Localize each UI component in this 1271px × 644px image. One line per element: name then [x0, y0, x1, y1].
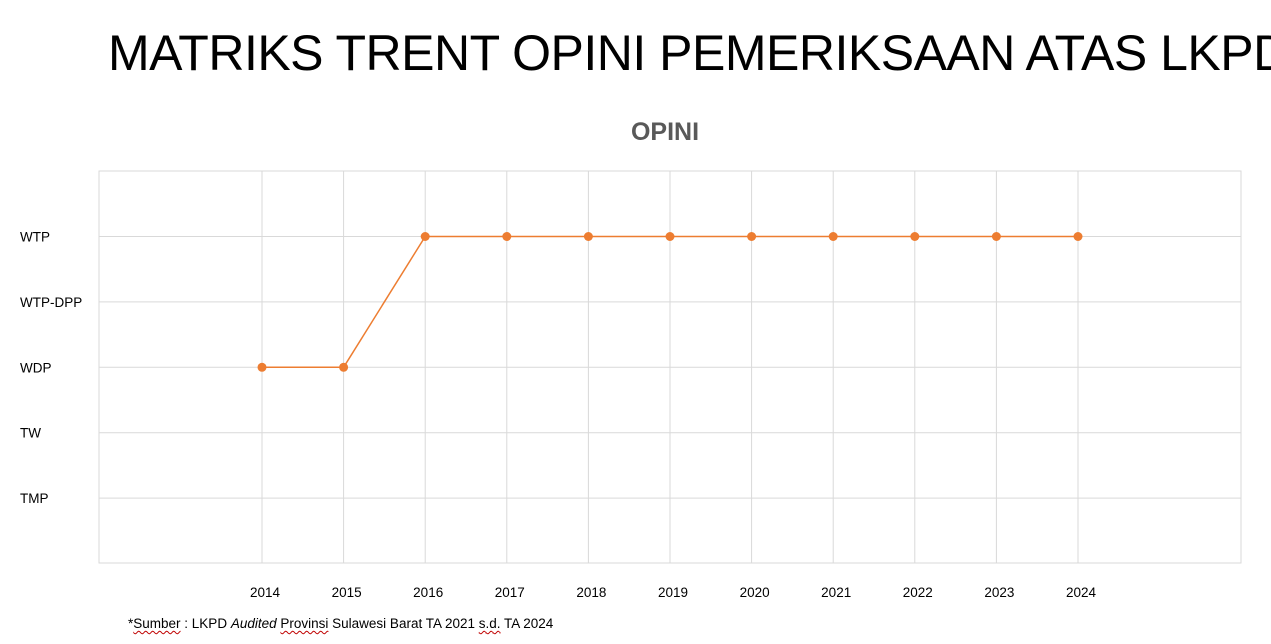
x-tick-label: 2017 [495, 585, 525, 600]
source-note-prefix: * [128, 616, 134, 631]
data-point [1073, 232, 1083, 241]
source-note-sumber: Sumber [133, 616, 181, 631]
x-tick-label: 2021 [821, 585, 851, 600]
source-note-middle: Sulawesi Barat TA 2021 [328, 616, 479, 631]
y-axis-labels: WTP WTP-DPP WDP TW TMP [20, 230, 82, 507]
data-point [828, 232, 838, 241]
x-tick-label: 2016 [413, 585, 443, 600]
data-point [665, 232, 675, 241]
source-note-sep: : LKPD [180, 616, 231, 631]
x-tick-label: 2023 [984, 585, 1014, 600]
data-point [583, 232, 593, 241]
x-tick-label: 2015 [332, 585, 362, 600]
y-tick-label: WTP [20, 230, 50, 245]
data-point [339, 362, 349, 372]
x-tick-label: 2022 [903, 585, 933, 600]
series-markers [257, 232, 1083, 372]
data-point [910, 232, 920, 241]
source-note-end: TA 2024 [500, 616, 554, 631]
x-tick-label: 2019 [658, 585, 688, 600]
x-tick-label: 2014 [250, 585, 281, 600]
source-note-sd: s.d. [478, 616, 501, 631]
y-tick-label: WDP [20, 360, 52, 375]
x-axis-labels: 2014 2015 2016 2017 2018 2019 2020 2021 2022 2023… [250, 585, 1097, 600]
series-line [262, 235, 1078, 369]
y-tick-label: TW [20, 426, 41, 441]
x-tick-label: 2024 [1066, 585, 1097, 600]
chart-title: OPINI [630, 118, 700, 146]
data-point [747, 232, 757, 241]
y-tick-label: WTP-DPP [20, 295, 82, 310]
data-point [257, 362, 267, 372]
x-tick-label: 2020 [740, 585, 770, 600]
x-tick-label: 2018 [576, 585, 606, 600]
source-note-audited: Audited [230, 616, 277, 631]
data-point [991, 232, 1001, 241]
source-note: *Sumber : LKPD Audited Provinsi Sulawesi… [128, 616, 553, 631]
source-note-provinsi: Provinsi [280, 616, 329, 631]
y-tick-label: TMP [20, 491, 49, 506]
slide-title: MATRIKS TRENT OPINI PEMERIKSAAN ATAS LKP… [108, 25, 1271, 81]
series-segment [342, 236, 426, 368]
data-point [502, 232, 512, 241]
data-point [420, 232, 430, 241]
